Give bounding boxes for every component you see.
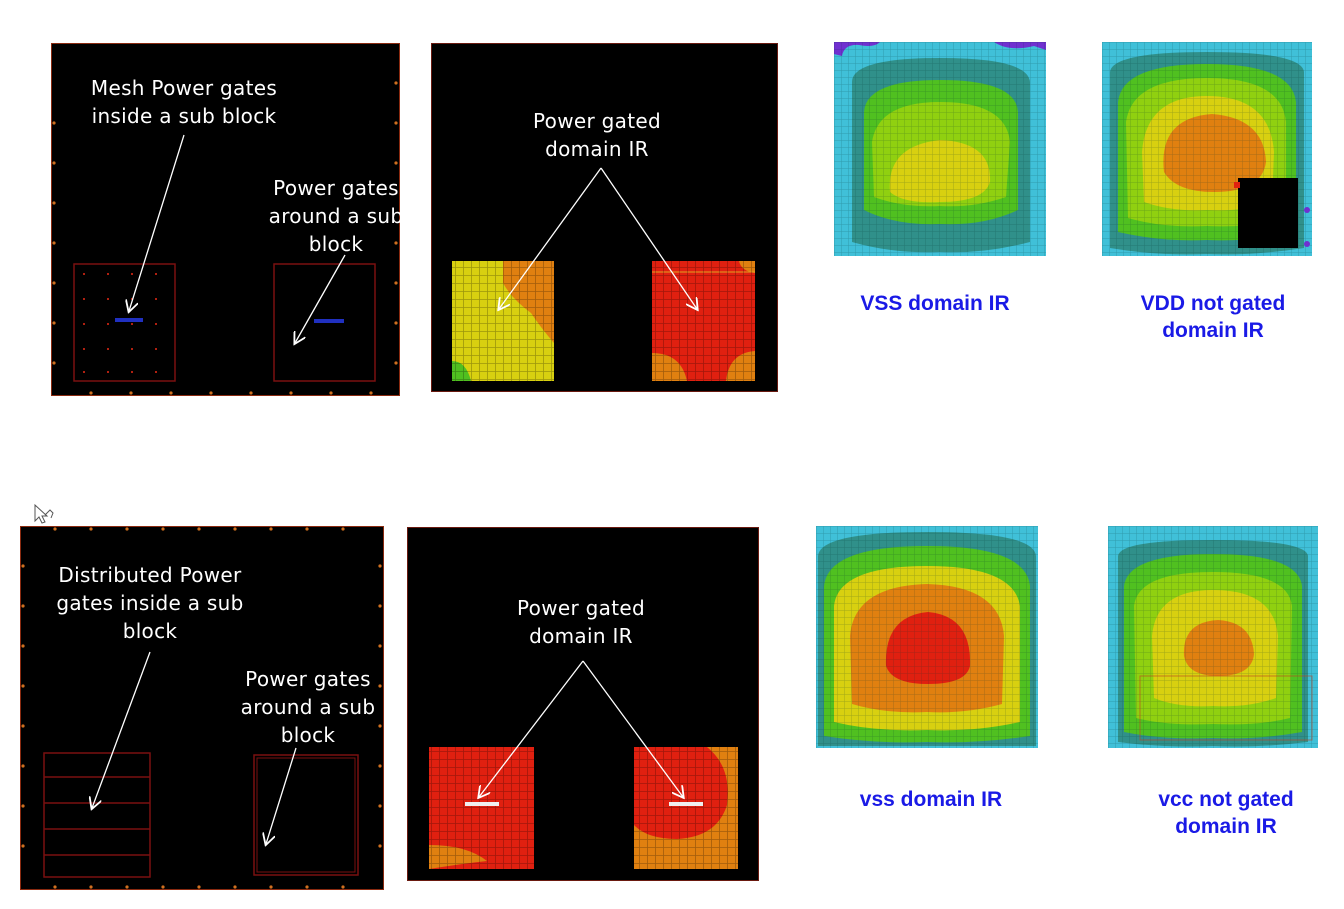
- bottom-vss-ir-canvas: [816, 526, 1038, 748]
- top-ir-block-left: [452, 261, 554, 381]
- label-mesh-power-gates: Mesh Power gates inside a sub block: [90, 76, 278, 128]
- label-power-gates-around: Power gates around a sub block: [268, 176, 404, 256]
- top-layout-pads: [52, 81, 398, 395]
- bottom-vss-ir-map: [816, 526, 1038, 748]
- arrow-bottom-ring: [266, 747, 297, 844]
- mouse-cursor-icon: [33, 503, 55, 530]
- arrow-ring: [295, 254, 346, 343]
- label-bottom-power-gated-ir: Power gated domain IR: [517, 596, 645, 648]
- arrow-distributed: [92, 651, 151, 808]
- caption-bottom-vcc-ir: vcc not gated domain IR: [1158, 788, 1294, 838]
- mesh-sub-block: [73, 263, 176, 382]
- bottom-vcc-ir-map: [1108, 526, 1318, 748]
- top-vss-ir-canvas: [834, 42, 1046, 256]
- top-vdd-ir-map: [1102, 42, 1312, 256]
- bottom-layout-canvas: [20, 526, 384, 890]
- top-vdd-ir-canvas: [1102, 42, 1312, 256]
- arrow-ir-left: [499, 167, 602, 309]
- ring-sub-block: [273, 263, 376, 382]
- top-layout-panel: [51, 43, 400, 396]
- caption-top-vss-ir: VSS domain IR: [860, 292, 1010, 315]
- arrow-mesh: [129, 134, 185, 311]
- bottom-ir-block-left: [429, 747, 534, 869]
- bottom-vcc-ir-canvas: [1108, 526, 1318, 748]
- top-layout-canvas: [51, 43, 400, 396]
- arrow-ir-right: [600, 167, 697, 309]
- bottom-ir-block-right: [634, 747, 738, 869]
- bottom-ir-canvas: [407, 527, 759, 881]
- arrow-bottom-ir-right: [582, 660, 683, 797]
- top-vss-ir-map: [834, 42, 1046, 256]
- top-ir-canvas: [431, 43, 778, 392]
- label-bottom-power-gates-around: Power gates around a sub block: [240, 667, 376, 747]
- top-ir-panel: [431, 43, 778, 392]
- bottom-ir-panel: [407, 527, 759, 881]
- bottom-ring-sub-block: [253, 754, 359, 876]
- label-distributed-power-gates: Distributed Power gates inside a sub blo…: [56, 563, 244, 643]
- caption-top-vdd-ir: VDD not gated domain IR: [1140, 292, 1286, 342]
- bottom-layout-panel: [20, 526, 384, 890]
- top-ir-block-right: [652, 261, 755, 381]
- label-top-power-gated-ir: Power gated domain IR: [533, 109, 661, 161]
- arrow-bottom-ir-left: [479, 660, 584, 797]
- caption-bottom-vss-ir: vss domain IR: [859, 788, 1003, 811]
- bottom-layout-pads: [21, 527, 382, 889]
- vdd-gated-block-cutout: [1238, 178, 1298, 248]
